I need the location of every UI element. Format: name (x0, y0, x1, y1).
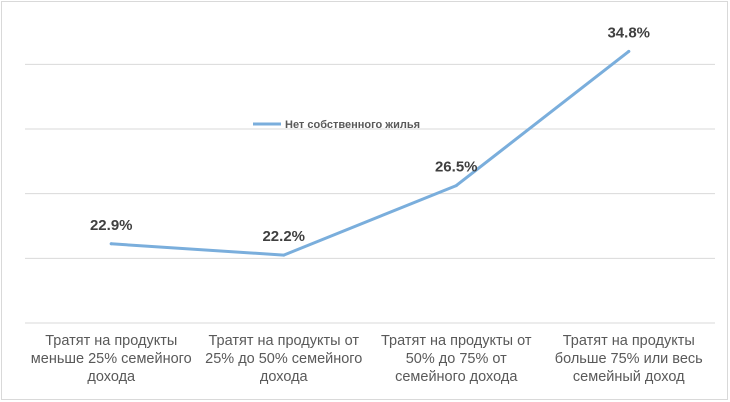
data-label-0: 22.9% (90, 217, 133, 234)
series-group (109, 49, 631, 257)
x-tick-label-line: 25% до 50% семейного (205, 351, 362, 367)
x-tick-label-line: Тратят на продукты от (209, 333, 360, 349)
series-line-0 (109, 49, 631, 257)
data-label-1: 22.2% (262, 228, 305, 245)
x-tick-label-line: меньше 25% семейного (31, 351, 192, 367)
x-tick-label-line: Тратят на продукты от (381, 333, 532, 349)
x-tick-label-line: 50% до 75% от (406, 351, 507, 367)
data-point-1 (282, 253, 286, 257)
x-tick-label-line: семейного дохода (395, 369, 518, 385)
legend: Нет собственного жилья (253, 119, 420, 131)
x-tick-label-line: дохода (87, 369, 136, 385)
x-tick-label-line: семейный доход (573, 369, 685, 385)
x-tick-label-2: Тратят на продукты от 50% до 75% от семейн… (381, 333, 532, 385)
x-tick-label-line: дохода (260, 369, 309, 385)
x-tick-label-line: Тратят на продукты (563, 333, 695, 349)
x-tick-label-0: Тратят на продукты меньше 25% семейного до… (31, 333, 192, 385)
data-label-3: 34.8% (607, 24, 650, 41)
legend-label: Нет собственного жилья (285, 119, 420, 131)
data-label-2: 26.5% (435, 159, 478, 176)
data-labels: 22.9% 22.2% 26.5% 34.8% (90, 24, 650, 245)
gridlines (25, 63, 715, 324)
x-tick-label-line: больше 75% или весь (555, 351, 703, 367)
x-tick-label-3: Тратят на продукты больше 75% или весь сем… (555, 333, 703, 385)
data-point-0 (109, 242, 113, 246)
data-point-3 (627, 49, 631, 53)
data-point-2 (454, 184, 458, 188)
x-tick-label-1: Тратят на продукты от 25% до 50% семейног… (205, 333, 362, 385)
x-tick-label-line: Тратят на продукты (45, 333, 177, 349)
x-axis-tick-labels: Тратят на продукты меньше 25% семейного до… (31, 333, 703, 385)
